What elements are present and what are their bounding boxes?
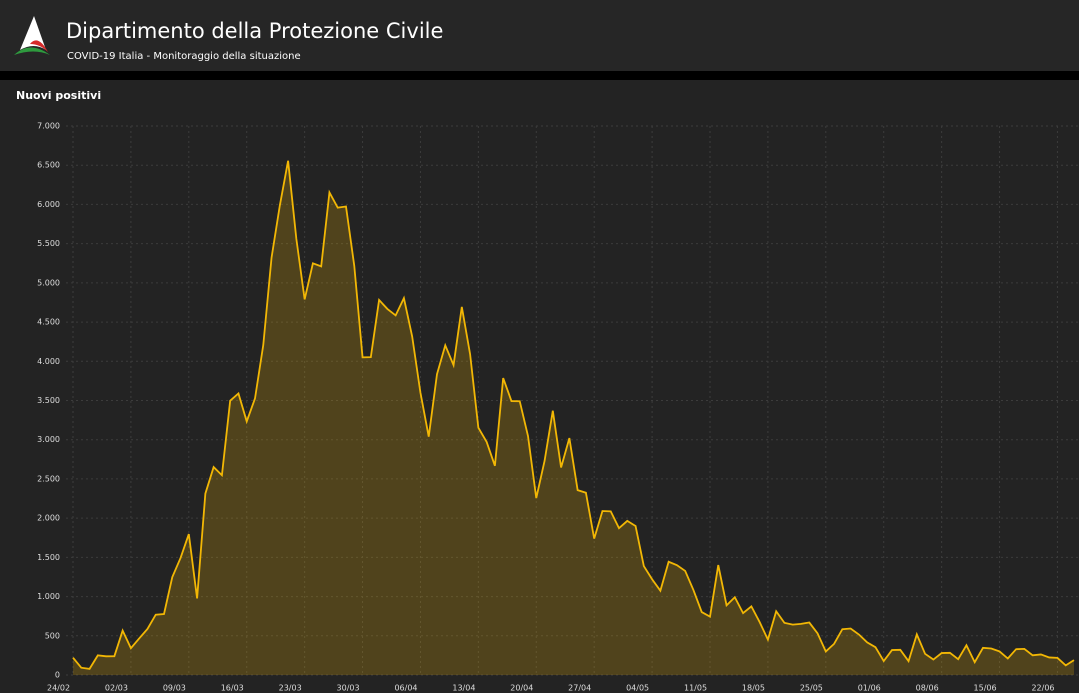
x-tick-label: 01/06 — [858, 684, 881, 693]
x-tick-label: 13/04 — [452, 684, 475, 693]
x-tick-label: 23/03 — [279, 684, 302, 693]
y-tick-label: 1.000 — [37, 592, 60, 601]
x-tick-label: 16/03 — [221, 684, 244, 693]
x-tick-label: 08/06 — [916, 684, 939, 693]
area — [73, 160, 1074, 676]
line — [72, 160, 1075, 670]
x-tick-label: 09/03 — [163, 684, 186, 693]
x-tick-label: 27/04 — [568, 684, 591, 693]
x-tick-label: 30/03 — [337, 684, 360, 693]
y-tick-label: 6.000 — [37, 200, 60, 209]
y-tick-label: 2.000 — [37, 514, 60, 523]
y-tick-label: 2.500 — [37, 474, 60, 483]
x-tick-label: 15/06 — [974, 684, 997, 693]
y-tick-label: 3.500 — [37, 396, 60, 405]
x-tick-label: 24/02 — [47, 684, 70, 693]
y-tick-label: 6.500 — [37, 161, 60, 170]
x-tick-label: 18/05 — [742, 684, 765, 693]
y-tick-label: 4.500 — [37, 318, 60, 327]
chart-title: Nuovi positivi — [16, 89, 101, 102]
x-tick-label: 11/05 — [684, 684, 707, 693]
header-subtitle: COVID-19 Italia - Monitoraggio della sit… — [67, 51, 301, 62]
x-tick-label: 22/06 — [1031, 684, 1054, 693]
x-tick-label: 25/05 — [800, 684, 823, 693]
y-tick-label: 7.000 — [37, 122, 60, 131]
y-tick-label: 4.000 — [37, 357, 60, 366]
y-tick-label: 3.000 — [37, 435, 60, 444]
header-title: Dipartimento della Protezione Civile — [66, 19, 443, 43]
x-tick-label: 06/04 — [394, 684, 417, 693]
x-tick-label: 04/05 — [626, 684, 649, 693]
y-tick-label: 1.500 — [37, 553, 60, 562]
header-band — [0, 71, 1079, 80]
y-tick-label: 500 — [45, 631, 60, 640]
logo — [14, 16, 50, 55]
x-tick-label: 20/04 — [510, 684, 533, 693]
y-tick-label: 0 — [55, 671, 60, 680]
x-tick-label: 02/03 — [105, 684, 128, 693]
y-tick-label: 5.000 — [37, 278, 60, 287]
y-tick-label: 5.500 — [37, 239, 60, 248]
header-bg — [0, 0, 1079, 71]
